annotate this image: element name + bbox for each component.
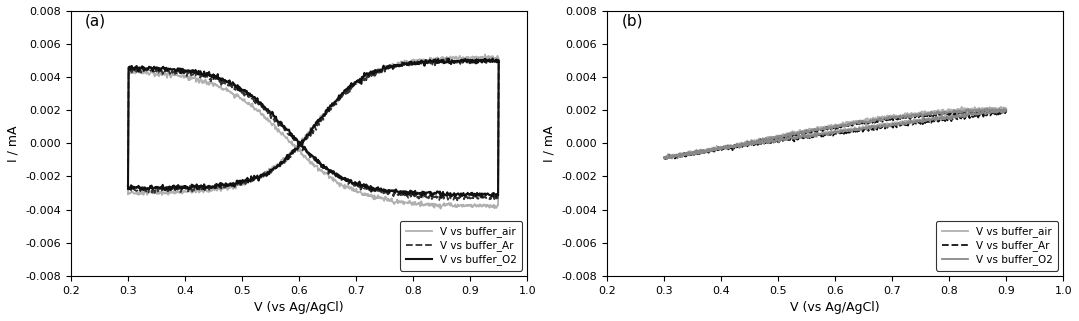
V vs buffer_O2 [982,111,995,115]
V vs buffer_Ar [657,156,670,160]
V vs buffer_air [122,191,135,195]
V vs buffer_Ar [982,112,995,116]
V vs buffer_O2 [981,107,994,110]
V vs buffer_air [473,203,486,206]
V vs buffer_Ar [246,176,259,180]
Line: V vs buffer_air: V vs buffer_air [664,107,1007,159]
V vs buffer_O2 [473,192,486,195]
V vs buffer_O2 [443,60,456,64]
V vs buffer_air [749,140,762,144]
V vs buffer_O2 [888,115,901,118]
V vs buffer_air [774,134,787,137]
V vs buffer_Ar [220,184,233,187]
V vs buffer_O2 [246,177,259,181]
V vs buffer_air [443,57,456,61]
V vs buffer_O2 [657,156,670,160]
V vs buffer_O2 [657,156,670,160]
Line: V vs buffer_Ar: V vs buffer_Ar [128,58,498,200]
V vs buffer_air [122,192,135,196]
V vs buffer_O2 [457,194,470,197]
V vs buffer_Ar [986,108,999,112]
V vs buffer_Ar [657,157,670,161]
V vs buffer_Ar [451,198,464,202]
V vs buffer_air [956,108,969,112]
V vs buffer_air [479,53,492,56]
V vs buffer_air [220,186,233,189]
V vs buffer_Ar [473,196,486,200]
V vs buffer_O2 [122,187,135,190]
V vs buffer_Ar [443,58,456,62]
V vs buffer_Ar [967,115,980,118]
X-axis label: V (vs Ag/AgCl): V (vs Ag/AgCl) [790,301,880,314]
Y-axis label: I / mA: I / mA [6,125,19,161]
V vs buffer_air [657,155,670,159]
V vs buffer_air [246,178,259,182]
V vs buffer_air [657,155,670,159]
V vs buffer_air [955,105,968,109]
V vs buffer_O2 [122,184,135,188]
V vs buffer_O2 [435,196,448,200]
V vs buffer_Ar [774,135,787,139]
V vs buffer_Ar [749,141,762,144]
V vs buffer_O2 [371,68,384,72]
V vs buffer_air [371,67,384,71]
V vs buffer_Ar [955,110,968,114]
V vs buffer_O2 [968,113,981,117]
V vs buffer_Ar [889,118,902,122]
V vs buffer_O2 [773,134,786,138]
Legend: V vs buffer_air, V vs buffer_Ar, V vs buffer_O2: V vs buffer_air, V vs buffer_Ar, V vs bu… [937,221,1058,271]
Text: (a): (a) [85,14,107,29]
V vs buffer_Ar [457,197,470,201]
V vs buffer_Ar [440,56,453,60]
X-axis label: V (vs Ag/AgCl): V (vs Ag/AgCl) [255,301,344,314]
V vs buffer_Ar [122,188,135,192]
Line: V vs buffer_Ar: V vs buffer_Ar [664,110,1007,159]
Text: (b): (b) [622,14,643,29]
V vs buffer_O2 [749,140,762,144]
Y-axis label: I / mA: I / mA [543,125,556,161]
V vs buffer_O2 [955,109,968,113]
Line: V vs buffer_air: V vs buffer_air [128,55,498,209]
Line: V vs buffer_O2: V vs buffer_O2 [664,108,1007,159]
V vs buffer_air [457,204,470,208]
V vs buffer_O2 [442,56,455,60]
V vs buffer_Ar [659,157,672,161]
V vs buffer_air [967,111,980,115]
Legend: V vs buffer_air, V vs buffer_Ar, V vs buffer_O2: V vs buffer_air, V vs buffer_Ar, V vs bu… [400,221,522,271]
V vs buffer_air [982,107,995,111]
V vs buffer_Ar [122,188,135,192]
Line: V vs buffer_O2: V vs buffer_O2 [128,58,498,198]
V vs buffer_Ar [371,69,384,73]
V vs buffer_air [889,114,902,118]
V vs buffer_O2 [660,157,673,161]
V vs buffer_air [666,157,679,161]
V vs buffer_O2 [220,184,233,188]
V vs buffer_air [434,207,447,211]
